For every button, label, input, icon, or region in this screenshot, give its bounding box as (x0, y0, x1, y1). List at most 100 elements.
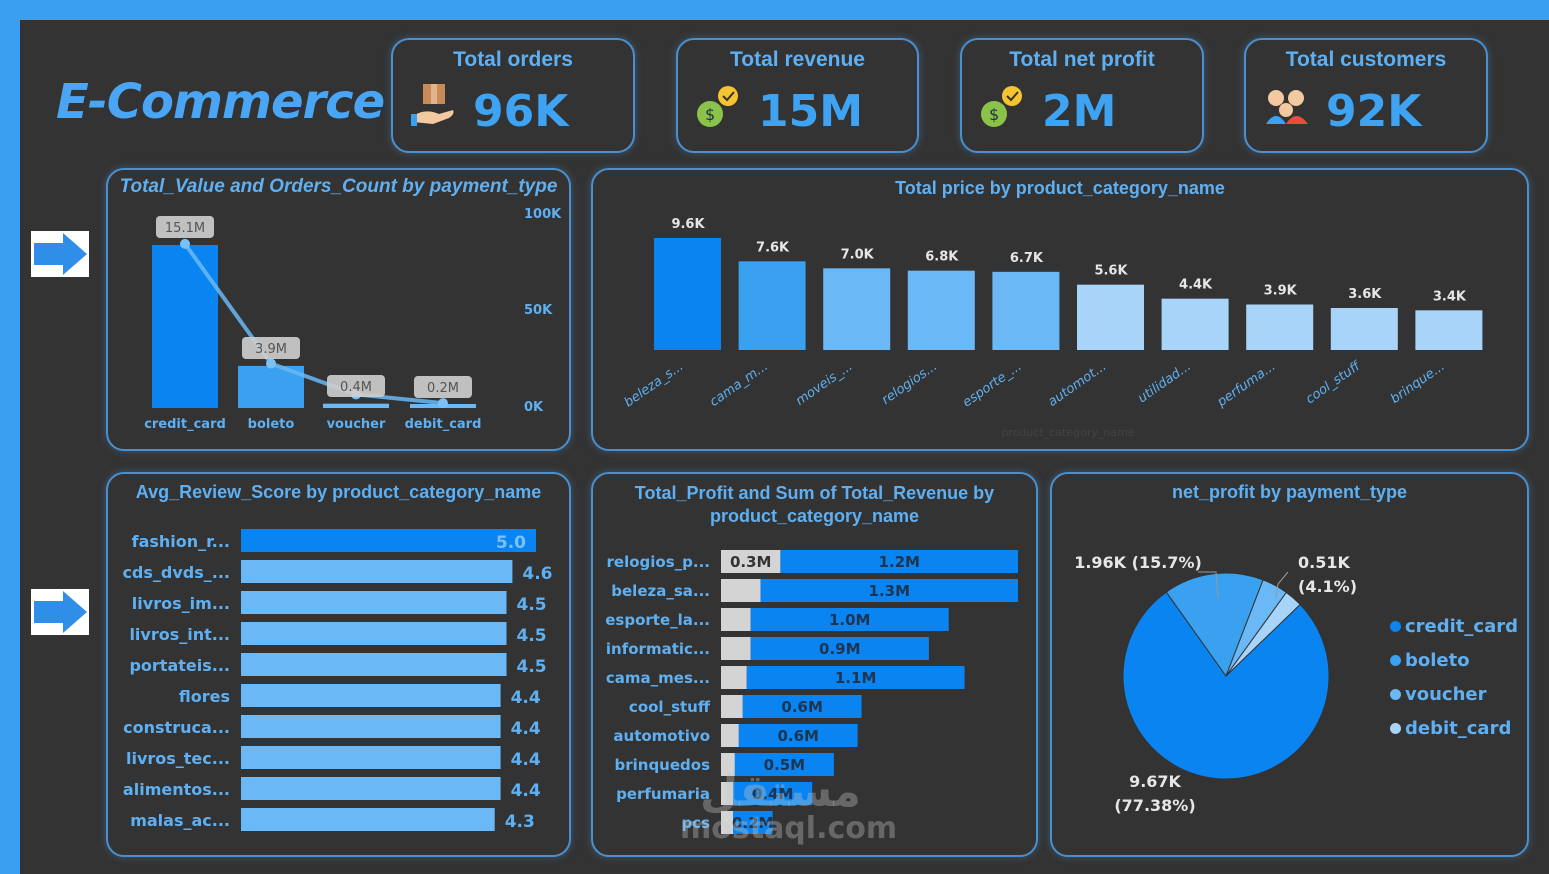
data-label: 9.6K (671, 217, 705, 232)
bar-alimentos... (241, 777, 501, 800)
bar-esporte_... (992, 271, 1060, 350)
legend-item-boleto[interactable]: boleto (1390, 650, 1470, 671)
legend-item-voucher[interactable]: voucher (1390, 684, 1486, 705)
y-tick-label: construca... (123, 718, 230, 737)
kpi-title: Total revenue (730, 48, 865, 71)
revenue-label: 0.5M (764, 756, 806, 774)
legend-label: debit_card (1405, 718, 1512, 739)
bar-fashion_r... (241, 529, 536, 552)
x-tick-label: debit_card (405, 417, 482, 432)
y-tick-label: esporte_la... (605, 611, 710, 629)
package-hand-icon (411, 84, 454, 126)
data-label: 0.4M (340, 380, 372, 395)
revenue-label: 1.0M (829, 611, 871, 629)
data-label: 0.2M (427, 381, 459, 396)
x-tick-label: relogios... (879, 359, 940, 408)
bar-livros_tec... (241, 746, 501, 769)
watermark-logo: مستقل mostaql.com (680, 766, 898, 846)
data-label: 4.4 (511, 719, 541, 739)
x-tick-label: credit_card (144, 417, 226, 432)
data-label: 6.8K (925, 250, 959, 265)
arrow-right-icon[interactable] (31, 231, 89, 277)
bar-moveis_... (823, 268, 891, 350)
data-label-box (156, 216, 214, 238)
x-tick-label: moveis_... (793, 359, 855, 409)
y-tick-label: brinquedos (614, 756, 710, 774)
kpi-card-total-revenue: Total revenue $ 15M (676, 38, 919, 153)
panel-profit-revenue-by-category: Total_Profit and Sum of Total_Revenue by… (591, 472, 1038, 857)
chart-title: Total_Profit and Sum of Total_Revenue by… (634, 483, 995, 526)
y-tick-label: beleza_sa... (611, 582, 710, 600)
data-label-box (242, 337, 300, 359)
pie-data-label: (4.1%) (1298, 577, 1357, 596)
x-tick-label: beleza_s... (622, 359, 687, 410)
profit-bar-cama_mes... (721, 666, 747, 689)
y-tick-label: perfumaria (616, 785, 710, 803)
svg-text:$: $ (705, 105, 715, 124)
revenue-bar-pcs (733, 811, 773, 834)
kpi-title: Total customers (1285, 48, 1447, 71)
data-label: 7.0K (841, 247, 875, 262)
kpi-card-total-net-profit: Total net profit $ 2M (960, 38, 1204, 153)
revenue-label: 1.3M (869, 582, 911, 600)
data-label: 4.4 (511, 750, 541, 770)
bar-brinque... (1415, 310, 1483, 350)
data-label: 3.4K (1433, 289, 1467, 304)
x-tick-label: brinque... (1388, 359, 1448, 407)
data-label: 5.0 (496, 533, 526, 553)
data-label: 3.9K (1264, 284, 1298, 299)
y-tick-label: informatic... (606, 640, 710, 658)
kpi-value: 96K (473, 86, 569, 137)
y-tick-label: cama_mes... (606, 669, 710, 687)
revenue-bar-informatic... (750, 637, 929, 660)
data-label: 3.9M (255, 342, 287, 357)
bar-livros_int... (241, 622, 507, 645)
bar-cds_dvds_... (241, 560, 513, 583)
arrow-right-icon[interactable] (31, 589, 89, 635)
y2-tick-label: 50K (524, 303, 553, 318)
kpi-title: Total net profit (1009, 48, 1155, 71)
x-tick-label: cama_m... (707, 359, 771, 410)
y-tick-label: flores (179, 687, 230, 706)
bar-perfuma... (1246, 304, 1314, 350)
legend-item-debit-card[interactable]: debit_card (1390, 718, 1511, 739)
chart-title: Total_Value and Orders_Count by payment_… (119, 176, 558, 197)
legend-item-credit-card[interactable]: credit_card (1390, 616, 1518, 637)
money-bag-icon: $ (981, 86, 1022, 127)
revenue-bar-esporte_la... (750, 608, 949, 631)
profit-bar-informatic... (721, 637, 751, 660)
revenue-bar-perfumaria (733, 782, 813, 805)
brand-title: E-Commerce (56, 74, 385, 130)
y2-tick-label: 100K (524, 207, 562, 222)
profit-bar-relogios_p... (721, 550, 781, 573)
bar-malas_ac... (241, 808, 495, 831)
revenue-label: 0.6M (781, 698, 823, 716)
bar-cool_stuff (1330, 308, 1398, 350)
revenue-bar-brinquedos (734, 753, 834, 776)
revenue-bar-beleza_sa... (760, 579, 1018, 602)
bar-relogios... (907, 270, 975, 350)
line-point (438, 398, 448, 409)
y-tick-label: automotivo (613, 727, 710, 745)
pie-slice-debit_card (1225, 591, 1301, 677)
kpi-value: 92K (1326, 86, 1422, 137)
bar-utilidad... (1161, 298, 1229, 350)
revenue-label: 0.4M (752, 785, 794, 803)
bar-construca... (241, 715, 501, 738)
revenue-label: 0.6M (777, 727, 819, 745)
y-tick-label: cds_dvds_... (122, 563, 230, 582)
data-label: 4.6 (522, 564, 552, 584)
profit-bar-cool_stuff (721, 695, 743, 718)
data-label: 4.5 (517, 595, 547, 615)
orders-line (183, 242, 444, 406)
x-tick-label: perfuma... (1214, 359, 1279, 411)
profit-bar-pcs (721, 811, 733, 834)
y-tick-label: pcs (681, 814, 710, 832)
bar-livros_im... (241, 591, 507, 614)
leader-line (1198, 571, 1219, 599)
data-label-box (327, 375, 385, 397)
profit-bar-automotivo (721, 724, 739, 747)
profit-label: 0.3M (730, 553, 772, 571)
customers-icon (1266, 90, 1308, 124)
